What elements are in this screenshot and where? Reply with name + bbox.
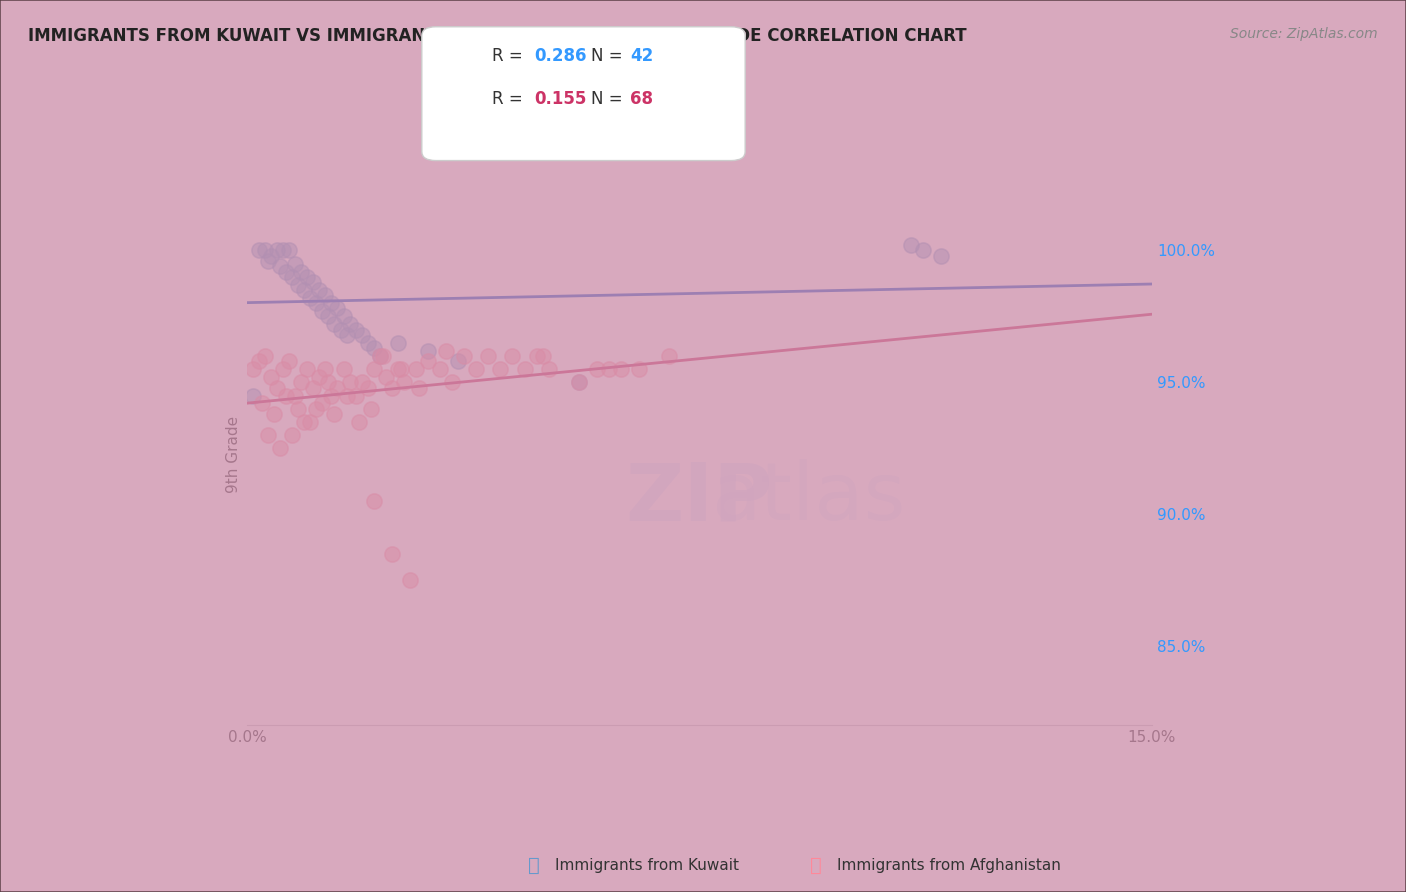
Text: 68: 68 [630,90,652,108]
Point [321,296,343,310]
Point [326,381,349,395]
Text: 42: 42 [630,47,654,65]
Point [389,362,412,376]
Point [314,362,336,376]
Point [568,376,591,390]
Point [350,376,373,390]
Point [610,362,633,376]
Text: IMMIGRANTS FROM KUWAIT VS IMMIGRANTS FROM AFGHANISTAN 9TH GRADE CORRELATION CHAR: IMMIGRANTS FROM KUWAIT VS IMMIGRANTS FRO… [28,27,967,45]
Point [381,547,404,561]
Text: N =: N = [591,90,621,108]
Point [568,376,591,390]
Text: N =: N = [591,47,621,65]
Point [381,381,404,395]
Point [344,388,367,402]
Point [287,401,309,416]
Point [287,277,309,292]
Point [929,249,952,263]
Text: Immigrants from Afghanistan: Immigrants from Afghanistan [837,858,1060,872]
Point [513,362,536,376]
Point [302,275,325,289]
Text: R =: R = [492,90,523,108]
Point [900,238,922,252]
Point [399,573,422,587]
Point [276,388,298,402]
Point [429,362,451,376]
Point [332,310,354,324]
Point [271,362,294,376]
Point [339,376,361,390]
Point [321,388,343,402]
Point [308,370,330,384]
Point [453,349,475,363]
Point [363,341,385,355]
Point [537,362,560,376]
Point [371,349,394,363]
Point [360,401,382,416]
Point [242,388,264,402]
Point [363,362,385,376]
Point [586,362,609,376]
Point [257,254,280,268]
Point [281,269,304,284]
Point [254,244,277,258]
Point [250,396,273,410]
Point [374,370,396,384]
Point [299,415,322,429]
Point [335,388,357,402]
Point [501,349,523,363]
Text: R =: R = [492,47,523,65]
Point [284,388,307,402]
Point [247,354,270,368]
Point [441,376,464,390]
Point [434,343,457,358]
Text: ZIP: ZIP [626,459,773,537]
Point [276,264,298,278]
Point [263,407,285,421]
Point [531,349,554,363]
Point [465,362,488,376]
Point [290,376,312,390]
Point [387,362,409,376]
Point [526,349,548,363]
Point [335,327,357,342]
Point [628,362,651,376]
Point [297,362,319,376]
Point [318,376,340,390]
Text: ⬜: ⬜ [529,855,540,875]
Point [323,318,346,332]
Point [292,415,315,429]
Point [278,354,301,368]
Point [368,349,391,363]
Point [332,362,354,376]
Point [416,343,439,358]
Point [297,269,319,284]
Point [318,310,340,324]
Point [911,244,934,258]
Point [281,428,304,442]
Point [326,301,349,316]
Point [329,323,352,337]
Point [350,327,373,342]
Point [598,362,620,376]
Point [392,376,415,390]
Point [311,304,333,318]
Text: atlas: atlas [711,459,905,537]
Point [266,381,288,395]
Point [658,349,681,363]
Point [387,335,409,350]
Point [260,370,283,384]
Point [416,354,439,368]
Point [305,401,328,416]
Point [266,244,288,258]
Text: Immigrants from Kuwait: Immigrants from Kuwait [555,858,740,872]
Point [363,494,385,508]
Point [269,260,291,274]
Point [257,428,280,442]
Point [323,407,346,421]
Point [447,354,470,368]
Point [254,349,277,363]
Point [405,362,427,376]
